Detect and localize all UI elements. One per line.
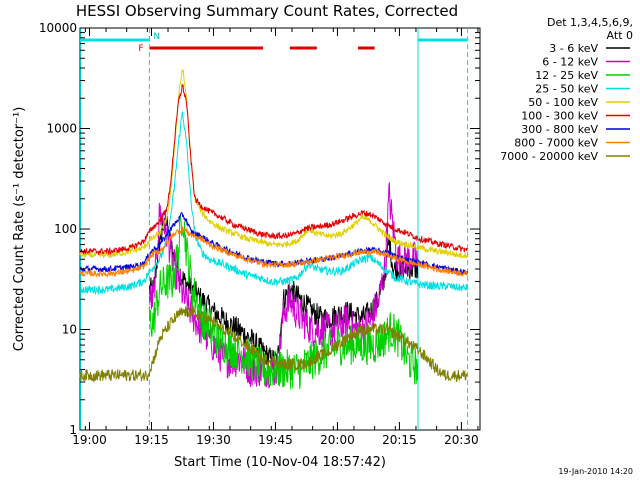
series-lines bbox=[79, 69, 468, 390]
series-line-7 bbox=[79, 226, 468, 278]
x-tick-label: 20:00 bbox=[320, 433, 355, 447]
legend-label-0: 3 - 6 keV bbox=[549, 42, 598, 55]
series-line-3 bbox=[79, 111, 468, 296]
series-line-8 bbox=[79, 304, 468, 383]
x-tick-label: 19:00 bbox=[72, 433, 107, 447]
legend-label-3: 25 - 50 keV bbox=[535, 83, 598, 96]
y-tick-label: 1000 bbox=[46, 122, 77, 136]
x-axis-label: Start Time (10-Nov-04 18:57:42) bbox=[174, 455, 386, 470]
legend-label-8: 7000 - 20000 keV bbox=[500, 150, 598, 163]
x-tick-label: 19:45 bbox=[258, 433, 293, 447]
legend-label-4: 50 - 100 keV bbox=[528, 96, 598, 109]
legend-label-1: 6 - 12 keV bbox=[542, 56, 598, 69]
legend-label-2: 12 - 25 keV bbox=[535, 69, 598, 82]
x-tick-label: 20:15 bbox=[382, 433, 417, 447]
x-tick-label: 19:30 bbox=[196, 433, 231, 447]
y-tick-label: 100 bbox=[54, 222, 77, 236]
legend-label-7: 800 - 7000 keV bbox=[514, 137, 598, 150]
y-axis-label: Corrected Count Rate (s⁻¹ detector⁻¹) bbox=[12, 107, 27, 352]
legend-label-5: 100 - 300 keV bbox=[521, 110, 598, 123]
legend-label-6: 300 - 800 keV bbox=[521, 123, 598, 136]
series-line-5 bbox=[79, 82, 468, 257]
status-flags: NF bbox=[80, 28, 469, 430]
y-tick-label: 10000 bbox=[39, 21, 77, 35]
x-tick-label: 20:30 bbox=[444, 433, 479, 447]
axis-ticks: 19:00 19:15 19:30 19:45 20:00 20:15 20:30 1 10 10… bbox=[39, 21, 480, 447]
legend-header-line-2: Att 0 bbox=[607, 29, 633, 42]
flare-flag-label: F bbox=[138, 44, 143, 54]
chart-title: HESSI Observing Summary Count Rates, Cor… bbox=[76, 2, 458, 20]
y-tick-label: 1 bbox=[69, 423, 77, 437]
night-flag-label: N bbox=[153, 32, 160, 42]
series-line-2 bbox=[148, 215, 419, 390]
footer-date: 19-Jan-2010 14:20 bbox=[558, 467, 633, 476]
x-tick-label: 19:15 bbox=[134, 433, 169, 447]
y-tick-label: 10 bbox=[62, 323, 77, 337]
legend-header-line-1: Det 1,3,4,5,6,9, bbox=[547, 16, 633, 29]
series-line-4 bbox=[79, 69, 468, 260]
